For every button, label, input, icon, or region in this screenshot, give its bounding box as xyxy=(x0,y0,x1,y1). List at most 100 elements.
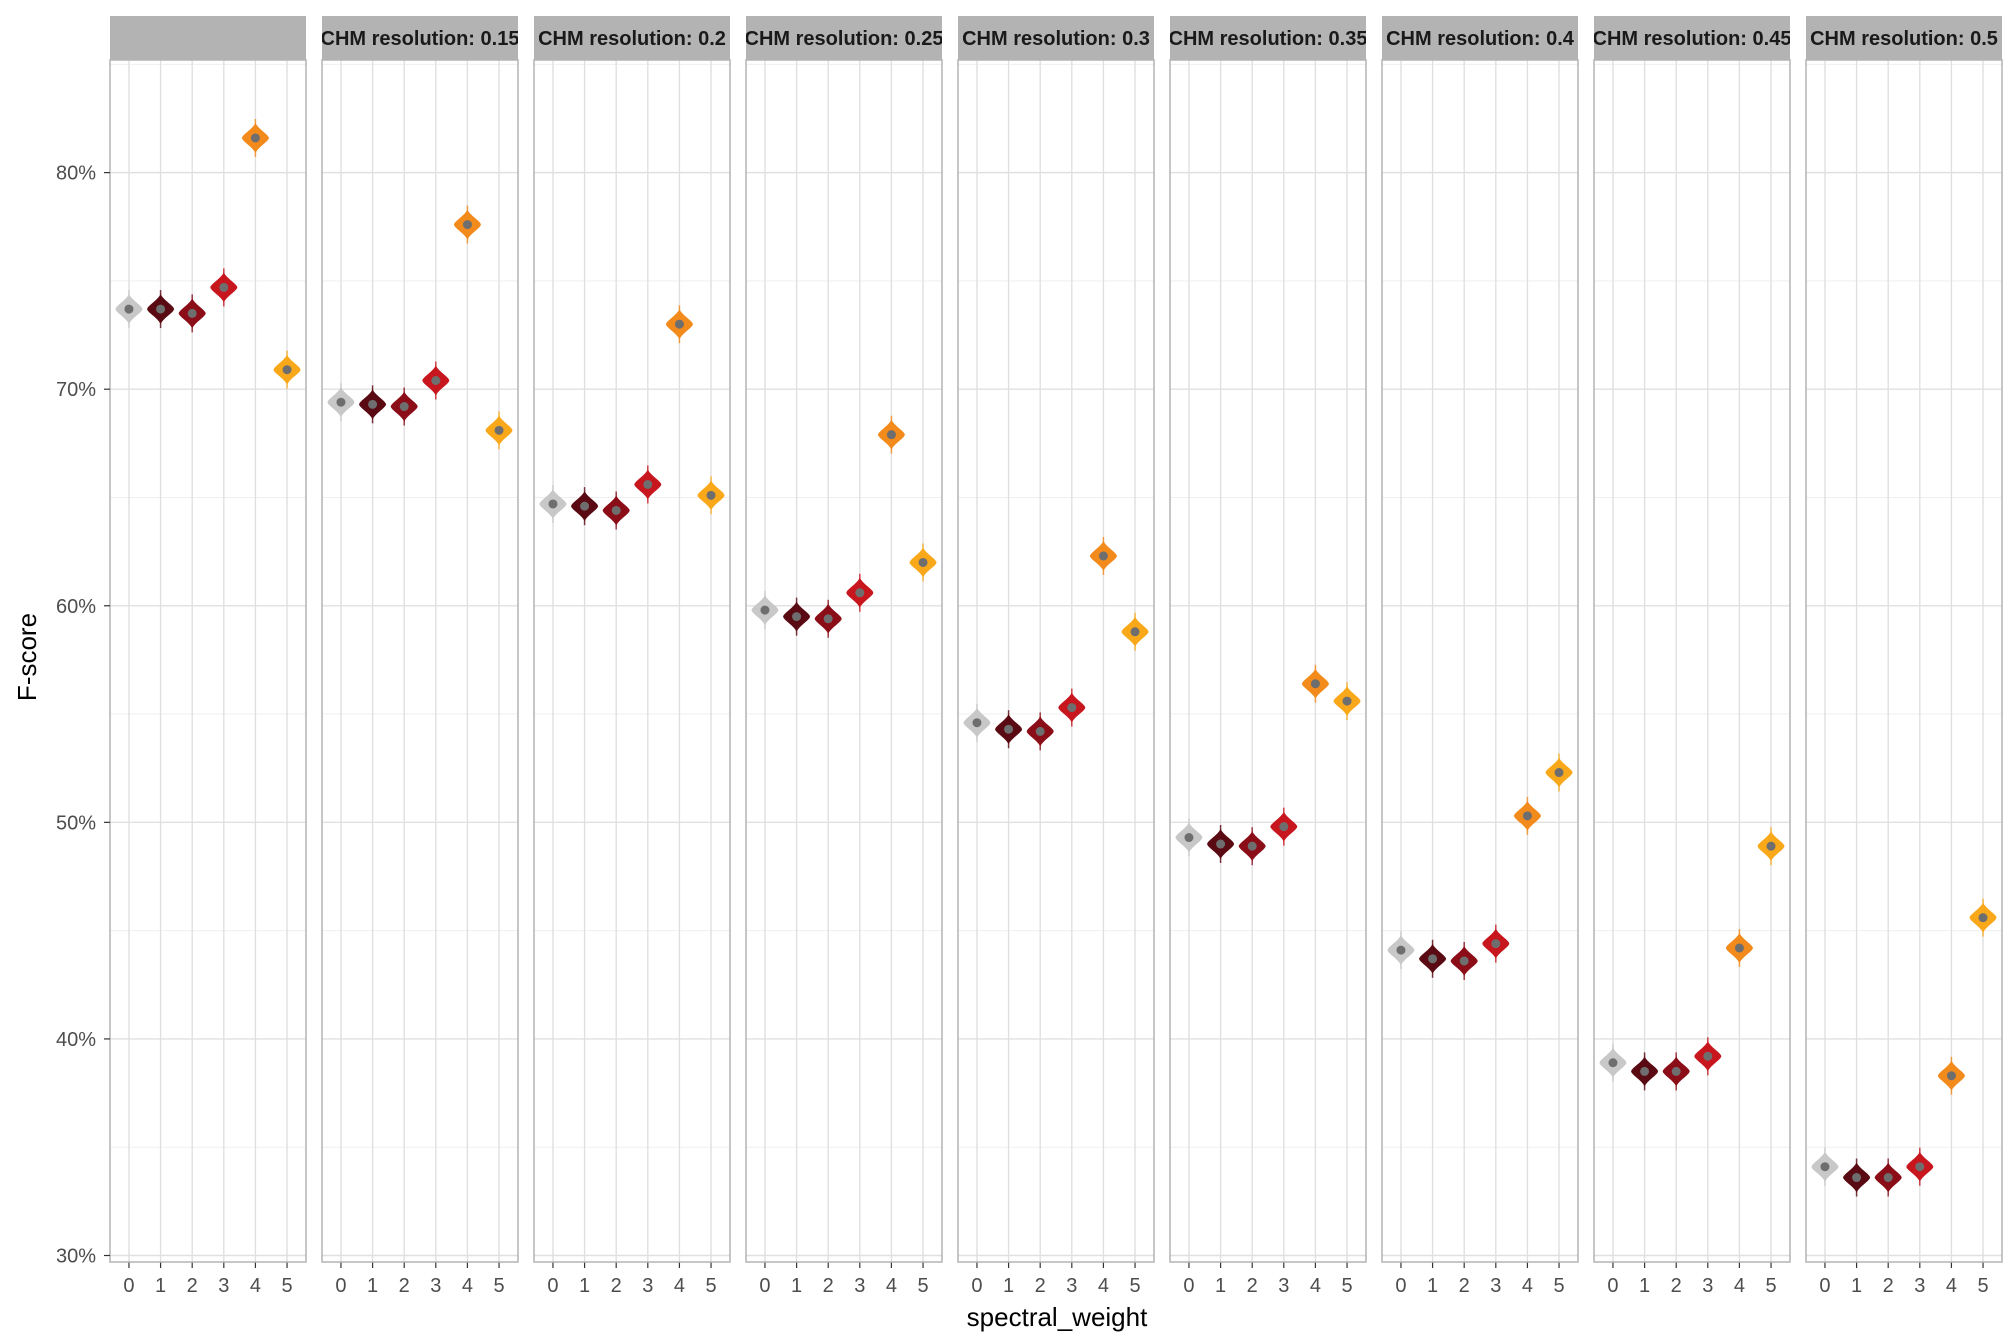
median-point xyxy=(1396,945,1406,955)
panel-border xyxy=(1593,59,1791,1263)
x-tick-label: 2 xyxy=(1459,1275,1470,1297)
panel-border xyxy=(957,59,1155,1263)
x-tick-label: 2 xyxy=(823,1275,834,1297)
violin xyxy=(327,383,355,422)
x-tick-label: 0 xyxy=(1819,1275,1830,1297)
violin xyxy=(1333,682,1361,721)
facet-panel: CHM resolution: 0.35 0 1 2 3 4 5 xyxy=(1169,16,1367,1297)
violin xyxy=(1207,825,1235,864)
median-point xyxy=(1130,627,1140,637)
x-tick-label: 3 xyxy=(1914,1275,1925,1297)
facet-panel: CHM resolution: 0.45 0 1 2 3 4 5 xyxy=(1593,16,1791,1297)
facet-panel: CHM resolution: 0.3 0 1 2 3 4 5 xyxy=(957,16,1155,1297)
median-point xyxy=(972,718,982,728)
violin xyxy=(963,703,991,742)
x-tick-label: 4 xyxy=(1522,1275,1533,1297)
x-axis-title: spectral_weight xyxy=(967,1302,1148,1332)
violin xyxy=(147,290,175,329)
violin xyxy=(422,361,450,400)
median-point xyxy=(1491,939,1501,949)
median-point xyxy=(674,319,684,329)
x-tick-label: 3 xyxy=(218,1275,229,1297)
violin xyxy=(1089,536,1117,575)
median-point xyxy=(368,399,378,409)
violin xyxy=(571,487,599,526)
median-point xyxy=(462,220,472,230)
x-tick-label: 5 xyxy=(281,1275,292,1297)
violin xyxy=(1906,1147,1934,1186)
x-tick-label: 0 xyxy=(335,1275,346,1297)
median-point xyxy=(1522,811,1532,821)
strip-label: CHM resolution: 0.2 xyxy=(538,28,726,50)
median-point xyxy=(886,430,896,440)
median-point xyxy=(855,588,865,598)
violin xyxy=(1482,924,1510,963)
median-point xyxy=(250,133,260,143)
median-point xyxy=(1640,1066,1650,1076)
median-point xyxy=(760,605,770,615)
violin xyxy=(1450,941,1478,980)
x-tick-label: 1 xyxy=(367,1275,378,1297)
violin xyxy=(1874,1158,1902,1197)
median-point xyxy=(1459,956,1469,966)
x-tick-label: 4 xyxy=(1946,1275,1957,1297)
violin xyxy=(1513,796,1541,835)
violin xyxy=(273,350,301,389)
strip-label: CHM resolution: 0.3 xyxy=(962,28,1150,50)
x-tick-label: 2 xyxy=(399,1275,410,1297)
median-point xyxy=(1766,841,1776,851)
x-tick-label: 3 xyxy=(1066,1275,1077,1297)
violin xyxy=(846,573,874,612)
median-point xyxy=(706,490,716,500)
x-tick-label: 2 xyxy=(1035,1275,1046,1297)
x-tick-label: 0 xyxy=(1183,1275,1194,1297)
median-point xyxy=(399,402,409,412)
panel-background xyxy=(1170,60,1366,1262)
panel-background xyxy=(1594,60,1790,1262)
violin xyxy=(1725,928,1753,967)
median-point xyxy=(918,557,928,567)
median-point xyxy=(548,499,558,509)
violin xyxy=(1694,1037,1722,1076)
violin xyxy=(783,597,811,636)
violin xyxy=(1843,1158,1871,1197)
median-point xyxy=(431,376,441,386)
violin xyxy=(1545,753,1573,792)
y-tick-label: 40% xyxy=(56,1029,96,1051)
panel-border xyxy=(1805,59,2003,1263)
x-tick-label: 2 xyxy=(187,1275,198,1297)
violin xyxy=(210,268,238,307)
x-tick-label: 0 xyxy=(547,1275,558,1297)
x-tick-label: 4 xyxy=(1098,1275,1109,1297)
violin xyxy=(1599,1043,1627,1082)
median-point xyxy=(1098,551,1108,561)
x-tick-label: 4 xyxy=(462,1275,473,1297)
median-point xyxy=(1428,954,1438,964)
median-point xyxy=(1671,1066,1681,1076)
x-tick-label: 1 xyxy=(1427,1275,1438,1297)
strip-label: CHM resolution: 0.15 xyxy=(321,28,520,50)
violin xyxy=(359,385,387,424)
facet-panels: CHM resolution: 0.1012345CHM resolution:… xyxy=(109,16,2003,1297)
x-tick-label: 3 xyxy=(1278,1275,1289,1297)
x-tick-label: 2 xyxy=(611,1275,622,1297)
facet-panel: CHM resolution: 0.5 0 1 2 3 4 5 xyxy=(1805,16,2003,1297)
panel-border xyxy=(109,59,307,1263)
facet-panel: CHM resolution: 0.4 0 1 2 3 4 5 xyxy=(1381,16,1579,1297)
x-tick-label: 1 xyxy=(791,1275,802,1297)
x-tick-label: 2 xyxy=(1247,1275,1258,1297)
panel-border xyxy=(1381,59,1579,1263)
median-point xyxy=(219,282,229,292)
median-point xyxy=(494,425,504,435)
violin xyxy=(1026,712,1054,751)
strip-background xyxy=(110,16,306,60)
x-tick-label: 5 xyxy=(493,1275,504,1297)
panel-background xyxy=(534,60,730,1262)
median-point xyxy=(611,505,621,515)
strip-background xyxy=(1594,16,1790,60)
violin xyxy=(1175,818,1203,857)
strip-background xyxy=(746,16,942,60)
violin xyxy=(814,599,842,638)
strip-background xyxy=(534,16,730,60)
median-point xyxy=(1035,726,1045,736)
